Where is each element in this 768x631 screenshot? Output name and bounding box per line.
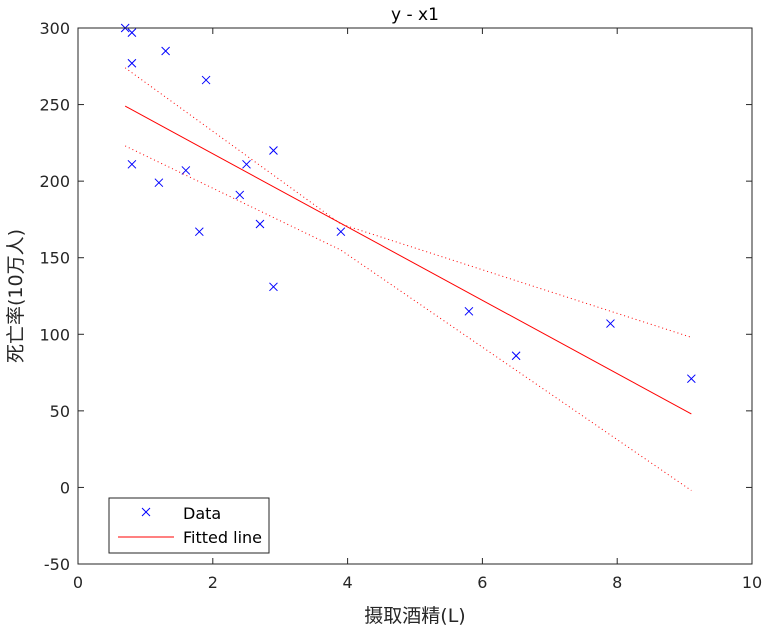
plot-area	[78, 28, 752, 564]
data-point	[255, 219, 265, 229]
chart-title: y - x1	[391, 5, 439, 25]
data-point	[127, 58, 137, 68]
legend-data-label: Data	[183, 504, 221, 523]
y-tick-label: 250	[39, 96, 70, 115]
data-point	[127, 28, 137, 37]
data-point	[686, 374, 696, 384]
data-point	[235, 190, 245, 200]
data-point	[194, 227, 204, 237]
data-point	[127, 159, 137, 169]
legend-box	[108, 497, 270, 554]
x-tick-label: 10	[742, 573, 762, 592]
y-tick-label: 0	[60, 478, 70, 497]
x-tick-label: 0	[73, 573, 83, 592]
confidence-bound-line	[124, 67, 692, 338]
x-axis-label: 摄取酒精(L)	[364, 605, 465, 627]
legend-data-marker	[141, 507, 151, 517]
data-point	[336, 227, 346, 237]
data-point	[511, 351, 521, 361]
data-point	[154, 178, 164, 188]
fitted-line	[124, 105, 692, 415]
y-tick-label: 300	[39, 19, 70, 38]
legend-fitted-line-label: Fitted line	[183, 528, 262, 547]
y-tick-label: 200	[39, 172, 70, 191]
x-tick-label: 2	[208, 573, 218, 592]
series-layer	[120, 23, 696, 491]
x-tick-label: 4	[343, 573, 353, 592]
y-tick-label: -50	[44, 555, 70, 574]
x-tick-label: 8	[612, 573, 622, 592]
y-tick-label: 50	[50, 402, 70, 421]
data-point	[201, 75, 211, 85]
data-point	[606, 319, 615, 328]
data-point	[181, 166, 191, 175]
axes-box	[77, 27, 753, 565]
data-point	[161, 46, 170, 56]
y-tick-label: 150	[39, 249, 70, 268]
x-tick-label: 6	[477, 573, 487, 592]
data-point	[464, 306, 474, 316]
data-point	[269, 282, 278, 292]
data-point	[242, 159, 251, 169]
data-point	[269, 146, 278, 155]
y-tick-label: 100	[39, 325, 70, 344]
y-axis-label: 死亡率(10万人)	[5, 229, 27, 363]
legend: Data Fitted line	[108, 497, 270, 554]
